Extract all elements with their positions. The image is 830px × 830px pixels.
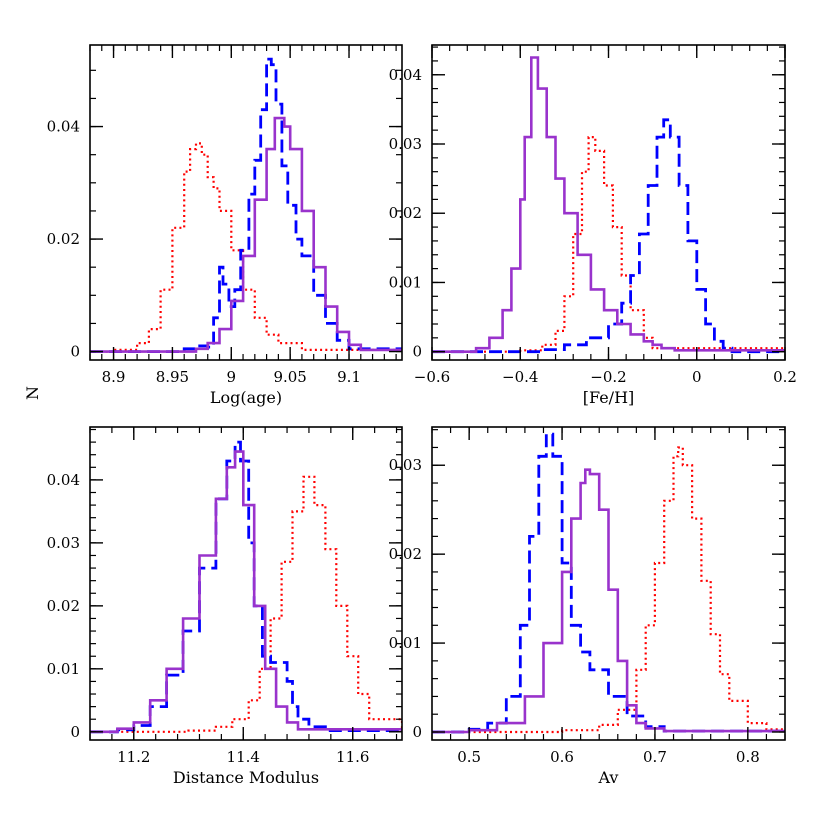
y-tick-label: 0 — [412, 723, 422, 741]
y-tick-label: 0.01 — [389, 273, 422, 291]
x-axis-title: Distance Modulus — [173, 768, 319, 787]
series-purple-solid — [432, 56, 785, 353]
plot-frame — [431, 44, 786, 361]
series-blue-dashed — [432, 432, 785, 734]
x-tick-label: 11.2 — [117, 748, 150, 766]
x-axis-title: Av — [598, 768, 619, 787]
plot-frame — [89, 44, 403, 361]
x-tick-label: −0.2 — [590, 368, 626, 386]
series-blue-dashed — [90, 57, 402, 353]
y-tick-label: 0.04 — [47, 118, 80, 136]
series-blue-dashed — [432, 118, 785, 354]
series-purple-solid — [432, 468, 785, 734]
y-tick-label: 0.03 — [389, 135, 422, 153]
x-tick-label: 0.8 — [736, 748, 760, 766]
panel-bottom-left: 11.2 11.4 11.6 0 0.01 0.02 0.03 0.04 Distance Mo… — [47, 426, 403, 787]
x-tick-label: 8.9 — [102, 368, 126, 386]
x-axis-title: Log(age) — [210, 388, 282, 407]
series-purple-solid — [90, 450, 402, 734]
series-blue-dashed — [90, 440, 402, 734]
series-red-dotted — [432, 136, 785, 353]
series-red-dotted — [90, 142, 402, 353]
y-tick-label: 0 — [70, 723, 80, 741]
x-tick-label: 0.5 — [457, 748, 481, 766]
x-tick-label: 9.1 — [337, 368, 361, 386]
panel-bottom-right: 0.5 0.6 0.7 0.8 0 0.01 0.02 0.03 Av — [389, 426, 786, 787]
y-tick-label: 0 — [70, 343, 80, 361]
y-tick-label: 0.03 — [389, 456, 422, 474]
series-purple-solid — [90, 116, 402, 353]
x-tick-label: 9 — [227, 368, 237, 386]
y-tick-label: 0.04 — [389, 66, 422, 84]
plot-frame — [431, 426, 786, 741]
series-red-dotted — [90, 475, 402, 733]
x-tick-label: 8.95 — [156, 368, 189, 386]
y-tick-label: 0.02 — [389, 545, 422, 563]
x-tick-label: 0 — [692, 368, 702, 386]
y-tick-label: 0.04 — [47, 471, 80, 489]
x-tick-label: 11.6 — [336, 748, 369, 766]
panel-top-right: −0.6 −0.4 −0.2 0 0.2 0 0.01 0.02 0.03 0.04 [Fe/H] — [389, 44, 797, 407]
y-tick-label: 0.01 — [47, 660, 80, 678]
x-tick-label: 11.4 — [227, 748, 260, 766]
y-tick-label: 0.02 — [47, 230, 80, 248]
y-tick-label: 0.03 — [47, 534, 80, 552]
plot-frame — [89, 426, 403, 741]
shared-ylabel: N — [23, 386, 42, 400]
y-tick-label: 0.01 — [389, 634, 422, 652]
x-tick-label: 0.2 — [773, 368, 797, 386]
x-tick-label: 0.7 — [643, 748, 667, 766]
x-tick-label: −0.6 — [414, 368, 450, 386]
x-tick-label: 0.6 — [550, 748, 574, 766]
panel-top-left: 8.9 8.95 9 9.05 9.1 0 0.02 0.04 Log(age) — [47, 44, 403, 407]
x-tick-label: −0.4 — [502, 368, 538, 386]
series-red-dotted — [432, 446, 785, 734]
y-tick-label: 0.02 — [389, 204, 422, 222]
y-tick-label: 0.02 — [47, 597, 80, 615]
x-tick-label: 9.05 — [273, 368, 306, 386]
x-axis-title: [Fe/H] — [583, 388, 635, 407]
y-tick-label: 0 — [412, 343, 422, 361]
